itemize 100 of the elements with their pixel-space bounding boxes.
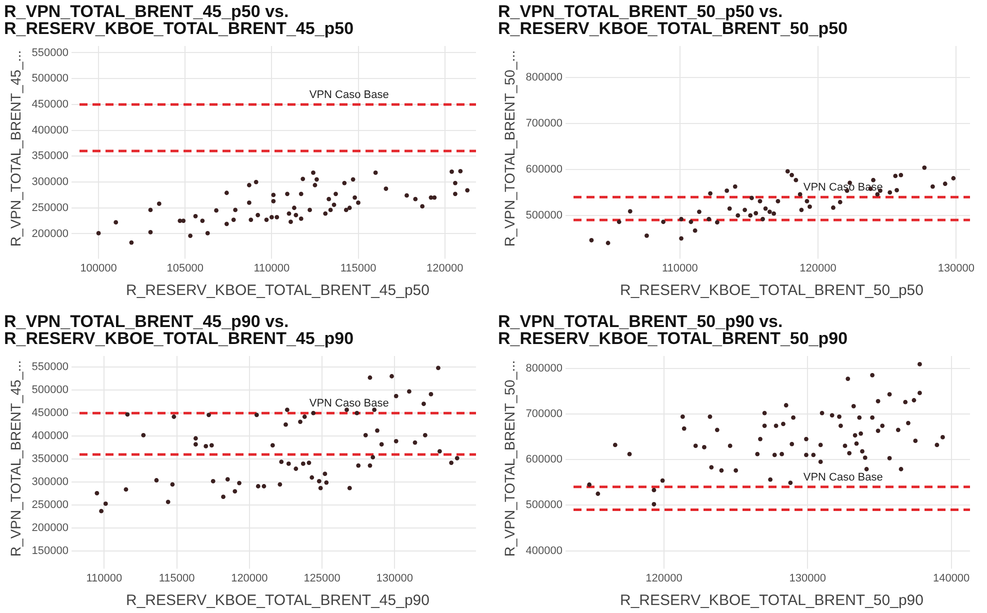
y-axis-title: R_VPN_TOTAL_BRENT_50_... xyxy=(501,360,518,556)
point xyxy=(794,178,798,182)
y-tick-label: 400000 xyxy=(32,124,69,136)
point xyxy=(922,165,927,170)
point xyxy=(708,191,712,196)
chart-title: R_VPN_TOTAL_BRENT_50_p90 vs. R_RESERV_KBOE_TOTAL_BRENT_50_p90 xyxy=(498,312,848,348)
y-tick-label: 700000 xyxy=(526,118,563,130)
y-tick-label: 300000 xyxy=(32,476,69,488)
point xyxy=(790,172,794,178)
x-tick-label: 130000 xyxy=(376,572,414,584)
x-tick-label: 115000 xyxy=(340,262,376,274)
point xyxy=(808,204,812,209)
x-tick-label: 100000 xyxy=(80,262,117,274)
point xyxy=(875,192,880,197)
y-tick-label: 800000 xyxy=(526,362,563,374)
point xyxy=(871,178,876,182)
point xyxy=(894,188,899,192)
ref-line-label: VPN Caso Base xyxy=(309,88,389,101)
point xyxy=(893,174,898,178)
point xyxy=(763,206,768,211)
point xyxy=(776,199,780,204)
point xyxy=(748,213,753,218)
y-tick-label: 350000 xyxy=(32,150,69,162)
point xyxy=(692,228,698,233)
point xyxy=(804,199,810,204)
point xyxy=(616,220,622,224)
point xyxy=(798,192,802,197)
y-axis-title: R_VPN_TOTAL_BRENT_45_... xyxy=(7,360,24,556)
x-axis-title: R_RESERV_KBOE_TOTAL_BRENT_45_p90 xyxy=(126,592,430,609)
y-axis-title: R_VPN_TOTAL_BRENT_45_... xyxy=(7,50,24,247)
ref-line-label: VPN Caso Base xyxy=(803,470,883,483)
point xyxy=(951,176,956,180)
y-tick-label: 600000 xyxy=(526,164,563,176)
y-tick-label: 500000 xyxy=(526,209,563,222)
y-tick-label: 300000 xyxy=(32,176,69,188)
point xyxy=(679,236,684,241)
y-tick-label: 550000 xyxy=(32,360,69,373)
point xyxy=(706,216,712,222)
chart-title: R_VPN_TOTAL_BRENT_45_p90 vs. R_RESERV_KBOE_TOTAL_BRENT_45_p90 xyxy=(4,312,354,348)
point xyxy=(930,184,935,189)
y-tick-label: 800000 xyxy=(526,72,563,84)
x-tick-label: 130000 xyxy=(789,572,826,584)
x-axis-title: R_RESERV_KBOE_TOTAL_BRENT_50_p90 xyxy=(620,592,924,609)
x-tick-label: 115000 xyxy=(158,572,195,584)
y-tick-label: 600000 xyxy=(526,453,563,466)
chart-title: R_VPN_TOTAL_BRENT_50_p50 vs. R_RESERV_KBOE_TOTAL_BRENT_50_p50 xyxy=(498,2,848,38)
x-tick-label: 120000 xyxy=(800,262,836,274)
point xyxy=(697,210,702,214)
point xyxy=(661,220,666,224)
y-tick-label: 550000 xyxy=(32,46,69,59)
point xyxy=(799,208,804,212)
point xyxy=(838,200,842,204)
point xyxy=(767,210,772,214)
y-tick-label: 200000 xyxy=(32,228,69,240)
x-tick-label: 120000 xyxy=(646,572,682,584)
point xyxy=(750,196,754,200)
point xyxy=(628,209,632,214)
point xyxy=(754,210,758,216)
x-tick-label: 125000 xyxy=(304,572,340,584)
point xyxy=(831,205,836,210)
point xyxy=(760,216,765,222)
x-axis-title: R_RESERV_KBOE_TOTAL_BRENT_45_p50 xyxy=(126,282,430,300)
point xyxy=(742,208,748,212)
y-tick-label: 350000 xyxy=(32,452,69,465)
x-tick-label: 130000 xyxy=(938,262,975,274)
chart-title: R_VPN_TOTAL_BRENT_45_p50 vs. R_RESERV_KBOE_TOTAL_BRENT_45_p50 xyxy=(4,2,354,38)
point xyxy=(785,169,790,174)
x-tick-label: 110000 xyxy=(254,262,290,274)
y-tick-label: 200000 xyxy=(32,522,69,534)
x-tick-label: 110000 xyxy=(662,262,698,274)
x-tick-label: 140000 xyxy=(932,572,970,584)
y-tick-label: 250000 xyxy=(32,498,69,511)
y-tick-label: 500000 xyxy=(32,72,69,85)
y-tick-label: 500000 xyxy=(526,498,563,511)
point xyxy=(736,213,740,218)
point xyxy=(606,240,610,246)
point xyxy=(942,182,948,186)
x-tick-label: 105000 xyxy=(166,262,204,274)
y-tick-label: 250000 xyxy=(32,202,69,214)
y-tick-label: 500000 xyxy=(32,384,69,396)
x-tick-label: 120000 xyxy=(231,572,268,584)
y-tick-label: 450000 xyxy=(32,406,69,419)
x-tick-label: 120000 xyxy=(426,262,464,274)
x-axis-title: R_RESERV_KBOE_TOTAL_BRENT_50_p50 xyxy=(620,282,924,300)
y-tick-label: 450000 xyxy=(32,98,69,110)
point xyxy=(898,172,904,178)
point xyxy=(688,220,694,224)
point xyxy=(679,216,684,222)
y-tick-label: 400000 xyxy=(526,544,563,556)
point xyxy=(888,190,892,195)
x-tick-label: 110000 xyxy=(86,572,122,584)
point xyxy=(727,206,732,211)
point xyxy=(724,188,730,193)
point xyxy=(772,211,776,216)
y-tick-label: 400000 xyxy=(32,430,69,442)
point xyxy=(589,238,594,242)
ref-line-label: VPN Caso Base xyxy=(309,397,389,410)
point xyxy=(758,199,762,204)
y-tick-label: 700000 xyxy=(526,407,563,420)
y-axis-title: R_VPN_TOTAL_BRENT_50_... xyxy=(501,50,518,247)
